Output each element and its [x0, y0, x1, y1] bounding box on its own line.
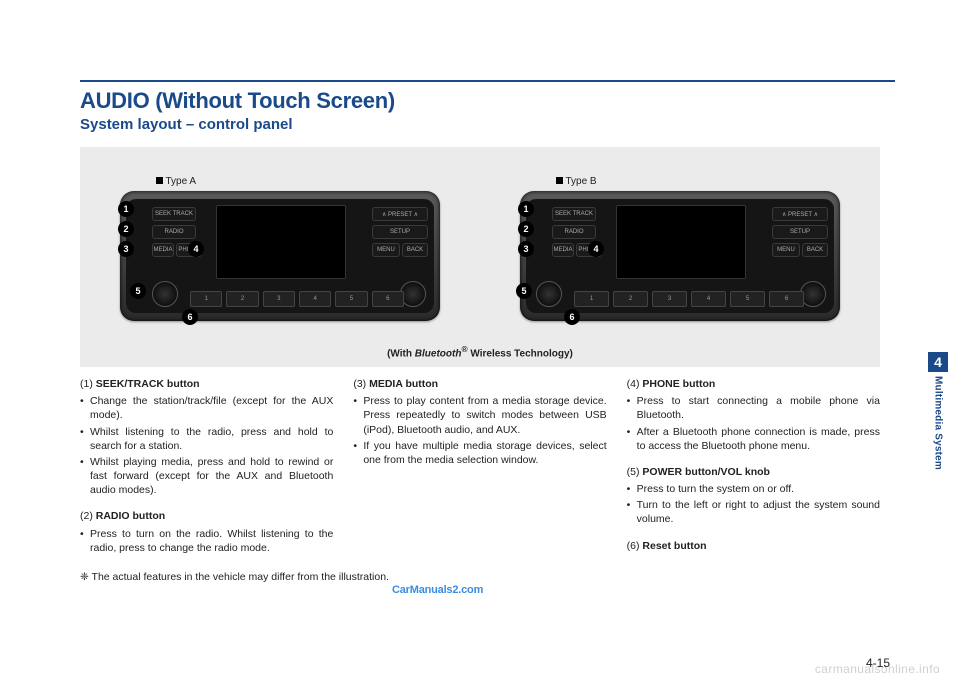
power-vol-knob: [152, 281, 178, 307]
c1-b3: Whilst playing media, press and hold to …: [80, 455, 333, 498]
type-a-label: Type A: [165, 176, 196, 187]
radio-screen: [616, 205, 746, 279]
back-btn: BACK: [802, 243, 828, 257]
c1-h1: SEEK/TRACK button: [96, 378, 200, 390]
column-2: (3) MEDIA button Press to play content f…: [353, 377, 606, 567]
figure-row: Type A SEEK TRACK RADIO MEDIA PHONE ∧ PR…: [80, 147, 880, 338]
preset-2: 2: [613, 291, 648, 307]
c3-h3: Reset button: [642, 540, 706, 552]
c1-b4: Press to turn on the radio. Whilst liste…: [80, 527, 333, 555]
preset-5: 5: [335, 291, 367, 307]
page-subtitle: System layout – control panel: [80, 116, 895, 133]
preset-5: 5: [730, 291, 765, 307]
c1-h1-num: (1): [80, 378, 96, 390]
c3-h1: PHONE button: [642, 378, 715, 390]
column-3: (4) PHONE button Press to start connecti…: [627, 377, 880, 567]
type-a-label-wrap: Type A: [156, 171, 196, 189]
c3-h1-num: (4): [627, 378, 643, 390]
c2-h1-num: (3): [353, 378, 369, 390]
c3-b4: Turn to the left or right to adjust the …: [627, 498, 880, 526]
c2-h1: MEDIA button: [369, 378, 438, 390]
radio-btn: RADIO: [552, 225, 596, 239]
setup-btn: SETUP: [772, 225, 828, 239]
figure-caption: (With Bluetooth® Wireless Technology): [80, 338, 880, 367]
radio-face: SEEK TRACK RADIO MEDIA PHONE ∧ PRESET ∧ …: [526, 199, 834, 313]
footnote: ❈ The actual features in the vehicle may…: [80, 571, 895, 583]
text-columns: (1) SEEK/TRACK button Change the station…: [80, 377, 880, 567]
c3-h2: POWER button/VOL knob: [642, 466, 770, 478]
preset-row: 1 2 3 4 5 6: [190, 291, 404, 307]
preset-btn: ∧ PRESET ∧: [372, 207, 428, 221]
seek-track-btn: SEEK TRACK: [152, 207, 196, 221]
c3-b1: Press to start connecting a mobile phone…: [627, 394, 880, 422]
c2-b2: If you have multiple media storage devic…: [353, 439, 606, 467]
seek-track-btn: SEEK TRACK: [552, 207, 596, 221]
type-b-label-wrap: Type B: [556, 171, 597, 189]
preset-row: 1 2 3 4 5 6: [574, 291, 804, 307]
caption-bluetooth: Bluetooth: [415, 348, 462, 359]
caption-suffix: Wireless Technology): [468, 348, 573, 359]
callout-6: 6: [182, 309, 198, 325]
menu-btn: MENU: [372, 243, 400, 257]
caption-prefix: (With: [387, 348, 415, 359]
section-number: 4: [928, 352, 948, 372]
radio-unit-a: SEEK TRACK RADIO MEDIA PHONE ∧ PRESET ∧ …: [120, 191, 440, 321]
radio-unit-b: SEEK TRACK RADIO MEDIA PHONE ∧ PRESET ∧ …: [520, 191, 840, 321]
c3-b2: After a Bluetooth phone connection is ma…: [627, 425, 880, 453]
preset-2: 2: [226, 291, 258, 307]
c1-b2: Whilst listening to the radio, press and…: [80, 425, 333, 453]
square-bullet-icon: [156, 177, 163, 184]
figure-control-panel: Type A SEEK TRACK RADIO MEDIA PHONE ∧ PR…: [80, 147, 880, 367]
preset-6: 6: [769, 291, 804, 307]
c3-h3-num: (6): [627, 540, 643, 552]
manual-page: AUDIO (Without Touch Screen) System layo…: [0, 0, 960, 700]
figure-col-type-b: Type B SEEK TRACK RADIO MEDIA PHONE ∧ PR…: [520, 171, 840, 321]
preset-btn: ∧ PRESET ∧: [772, 207, 828, 221]
watermark-carmanuals2: CarManuals2.com: [392, 584, 483, 596]
page-title: AUDIO (Without Touch Screen): [80, 88, 895, 114]
setup-btn: SETUP: [372, 225, 428, 239]
menu-btn: MENU: [772, 243, 800, 257]
square-bullet-icon: [556, 177, 563, 184]
section-tab: 4 Multimedia System: [928, 352, 948, 470]
callout-6: 6: [564, 309, 580, 325]
preset-4: 4: [299, 291, 331, 307]
radio-btn: RADIO: [152, 225, 196, 239]
page-number: 4-15: [866, 656, 890, 670]
column-1: (1) SEEK/TRACK button Change the station…: [80, 377, 333, 567]
preset-1: 1: [574, 291, 609, 307]
preset-4: 4: [691, 291, 726, 307]
radio-face: SEEK TRACK RADIO MEDIA PHONE ∧ PRESET ∧ …: [126, 199, 434, 313]
preset-6: 6: [372, 291, 404, 307]
c1-h2: RADIO button: [96, 510, 165, 522]
rule-top: [80, 80, 895, 82]
c3-h2-num: (5): [627, 466, 643, 478]
figure-col-type-a: Type A SEEK TRACK RADIO MEDIA PHONE ∧ PR…: [120, 171, 440, 321]
type-b-label: Type B: [565, 176, 596, 187]
section-name: Multimedia System: [933, 376, 944, 470]
back-btn: BACK: [402, 243, 428, 257]
media-btn: MEDIA: [552, 243, 574, 257]
c3-b3: Press to turn the system on or off.: [627, 482, 880, 496]
c1-b1: Change the station/track/file (except fo…: [80, 394, 333, 422]
radio-screen: [216, 205, 346, 279]
c1-h2-num: (2): [80, 510, 96, 522]
preset-3: 3: [263, 291, 295, 307]
media-btn: MEDIA: [152, 243, 174, 257]
preset-1: 1: [190, 291, 222, 307]
power-knob: [536, 281, 562, 307]
preset-3: 3: [652, 291, 687, 307]
c2-b1: Press to play content from a media stora…: [353, 394, 606, 437]
